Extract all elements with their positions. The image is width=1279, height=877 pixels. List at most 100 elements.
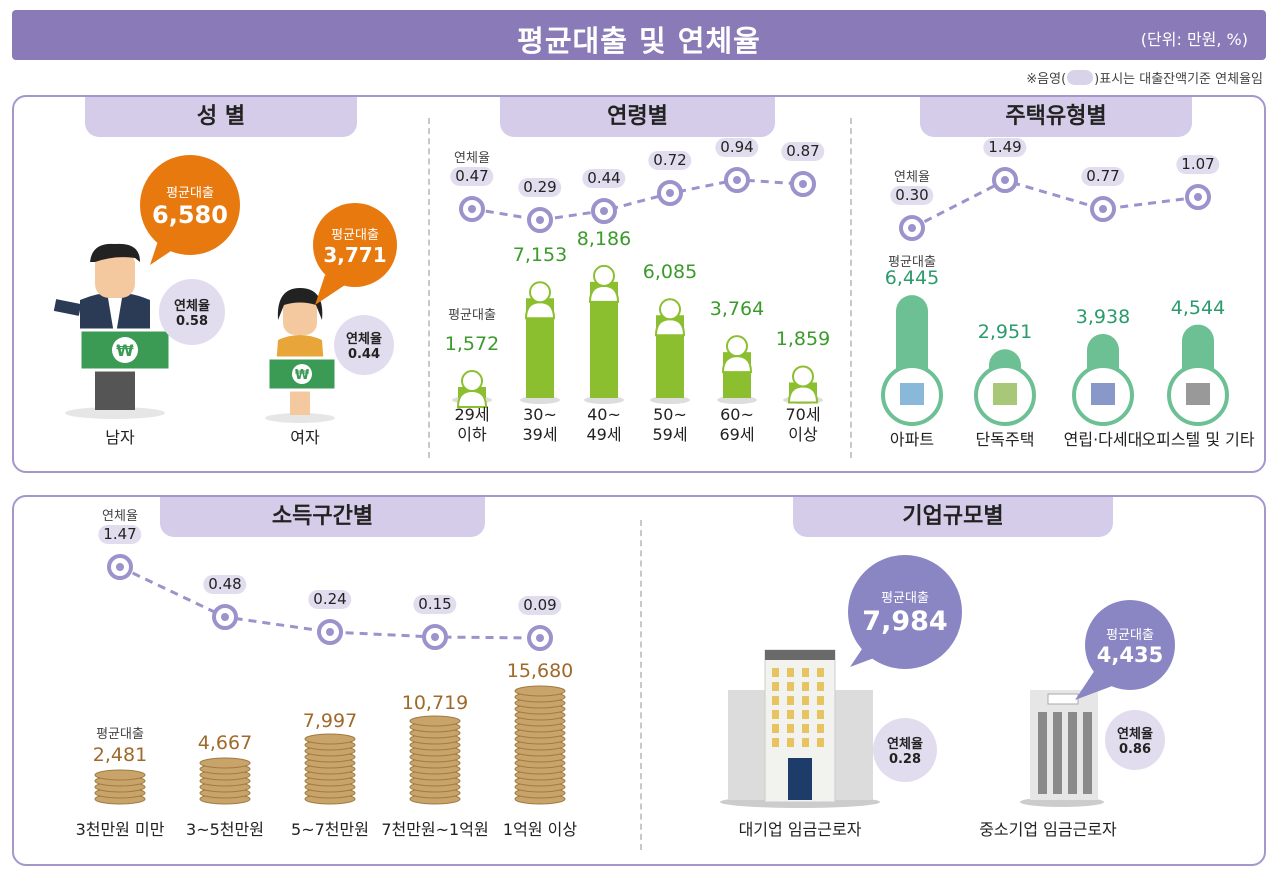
rate-marker bbox=[1090, 196, 1116, 223]
rate-label: 연체율 bbox=[174, 299, 210, 314]
loan-value: 6,580 bbox=[152, 200, 228, 229]
banknote bbox=[266, 356, 338, 392]
category-label: 60~ 69세 bbox=[719, 405, 755, 444]
rate-marker bbox=[422, 624, 448, 650]
person-body-icon bbox=[588, 284, 620, 303]
officetel-icon bbox=[1186, 383, 1210, 405]
loan-label: 평균대출 bbox=[166, 185, 214, 201]
loan-value: 3,938 bbox=[1075, 305, 1131, 328]
note-prefix: ※음영( bbox=[1026, 72, 1067, 87]
rate-marker bbox=[790, 171, 816, 198]
man-hair bbox=[90, 243, 140, 262]
sign bbox=[1047, 693, 1079, 705]
category-label: 30~ 39세 bbox=[522, 405, 558, 444]
category-label: 1억원 이상 bbox=[502, 820, 578, 839]
window bbox=[787, 682, 794, 691]
rate-circle: 연체율 0.28 bbox=[873, 718, 937, 782]
rate-marker bbox=[724, 166, 750, 193]
loan-label: 평균대출 bbox=[96, 727, 144, 742]
category-label: 연립·다세대 bbox=[1063, 430, 1143, 449]
loan-value: 4,544 bbox=[1170, 296, 1226, 319]
loan-value: 1,572 bbox=[444, 333, 500, 355]
window bbox=[817, 738, 824, 747]
loan-value: 7,984 bbox=[862, 606, 948, 637]
rate-circle: 연체율 0.58 bbox=[159, 279, 225, 345]
person-head-icon bbox=[461, 370, 483, 393]
category-label: 아파트 bbox=[889, 430, 935, 449]
window bbox=[772, 738, 779, 747]
person-body-icon bbox=[721, 355, 753, 374]
won-coin bbox=[112, 337, 138, 363]
window bbox=[802, 682, 809, 691]
rate-value: 0.09 bbox=[518, 596, 562, 615]
rate-label: 연체율 bbox=[1117, 727, 1153, 742]
house-icon bbox=[993, 383, 1017, 405]
shading-note: ※음영( )표시는 대출잔액기준 연체율임 bbox=[1026, 68, 1263, 87]
rate-circle: 연체율 0.44 bbox=[334, 315, 394, 375]
loan-value: 15,680 bbox=[506, 660, 574, 682]
loan-value: 6,085 bbox=[642, 261, 698, 284]
won-icon: ₩ bbox=[295, 368, 310, 383]
rate-marker bbox=[317, 619, 343, 645]
coin-icon bbox=[409, 715, 461, 727]
title-bar: 평균대출 및 연체율 (단위: 만원, %) bbox=[12, 10, 1266, 60]
rate-value: 0.77 bbox=[1081, 167, 1125, 187]
rate-value: 0.58 bbox=[175, 314, 209, 329]
window bbox=[802, 710, 809, 719]
rate-value: 0.72 bbox=[648, 151, 692, 171]
loan-label: 평균대출 bbox=[1106, 627, 1154, 643]
rate-marker bbox=[212, 604, 238, 630]
rate-value: 1.47 bbox=[98, 525, 142, 544]
loan-label: 평균대출 bbox=[881, 591, 929, 606]
person-head-icon bbox=[792, 365, 814, 388]
loan-value: 4,667 bbox=[197, 732, 253, 754]
rate-value: 0.48 bbox=[203, 575, 247, 594]
category-label: 중소기업 임금근로자 bbox=[979, 820, 1117, 839]
category-label: 29세 이하 bbox=[454, 405, 490, 444]
rate-circle: 연체율 0.86 bbox=[1105, 710, 1165, 770]
loan-value: 3,764 bbox=[709, 298, 765, 321]
window bbox=[787, 724, 794, 733]
window bbox=[802, 724, 809, 733]
rate-value: 0.94 bbox=[715, 137, 759, 157]
person-body-icon bbox=[654, 318, 686, 337]
rate-value: 0.29 bbox=[518, 178, 562, 198]
loan-label: 평균대출 bbox=[448, 308, 496, 323]
window bbox=[787, 738, 794, 747]
pillar bbox=[1053, 712, 1062, 794]
person-head-icon bbox=[529, 281, 551, 304]
category-label: 7천만원~1억원 bbox=[381, 820, 489, 839]
category-label: 대기업 임금근로자 bbox=[738, 820, 862, 839]
building-roof bbox=[765, 650, 835, 660]
divider bbox=[640, 520, 642, 850]
window bbox=[772, 710, 779, 719]
category-label: 40~ 49세 bbox=[586, 405, 622, 444]
won-icon: ₩ bbox=[116, 341, 134, 360]
rate-label: 연체율 bbox=[894, 170, 930, 185]
loan-value: 7,153 bbox=[512, 244, 568, 267]
category-label: 오피스텔 및 기타 bbox=[1141, 430, 1255, 449]
window bbox=[787, 696, 794, 705]
pillar bbox=[1083, 712, 1092, 794]
rate-line bbox=[119, 565, 541, 640]
loan-bubble: 평균대출 7,984 bbox=[848, 555, 962, 669]
villa-icon bbox=[1091, 383, 1115, 405]
person-body-icon bbox=[787, 385, 819, 404]
rate-label: 연체율 bbox=[454, 150, 490, 166]
window bbox=[817, 682, 824, 691]
rate-label: 연체율 bbox=[102, 509, 138, 524]
window bbox=[802, 668, 809, 677]
rate-marker bbox=[527, 207, 553, 234]
category-label: 3천만원 미만 bbox=[75, 820, 165, 839]
rate-marker bbox=[1185, 184, 1211, 211]
tab-housing: 주택유형별 bbox=[920, 97, 1192, 137]
category-label: 50~ 59세 bbox=[652, 405, 688, 444]
rate-marker bbox=[107, 554, 133, 580]
window bbox=[772, 724, 779, 733]
unit-label: (단위: 만원, %) bbox=[1140, 30, 1248, 49]
rate-marker bbox=[459, 195, 485, 222]
note-suffix: )표시는 대출잔액기준 연체율임 bbox=[1094, 72, 1263, 87]
rate-value: 0.24 bbox=[308, 590, 352, 609]
rate-marker bbox=[527, 625, 553, 651]
window bbox=[772, 696, 779, 705]
